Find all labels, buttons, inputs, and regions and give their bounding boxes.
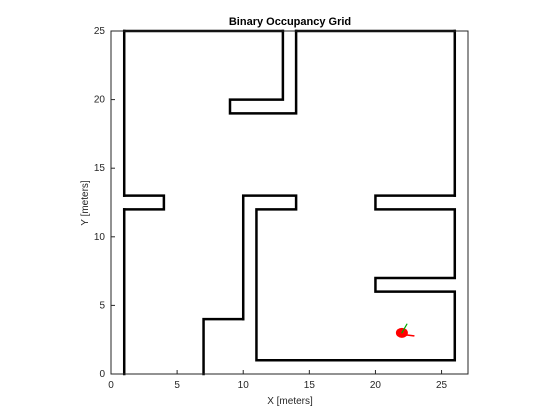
y-tick-label: 25 <box>94 26 106 37</box>
robot-heading-arrow <box>401 323 408 334</box>
y-axis-ticks: 0 5 10 15 20 25 <box>94 26 115 380</box>
y-tick-label: 15 <box>94 163 106 174</box>
x-tick-label: 15 <box>304 380 316 391</box>
wall-center-room <box>241 194 457 362</box>
wall-lower-left-stub <box>202 317 245 376</box>
axes-frame <box>110 30 469 375</box>
wall-middle-upper-pillar <box>228 29 298 115</box>
x-tick-label: 20 <box>370 380 382 391</box>
x-tick-label: 5 <box>174 380 180 391</box>
plot-area <box>111 31 468 374</box>
y-tick-label: 0 <box>99 369 105 380</box>
wall-upper-left-stub <box>122 194 166 211</box>
y-tick-label: 20 <box>94 95 106 106</box>
x-tick-label: 25 <box>436 380 448 391</box>
x-axis-ticks: 0 5 10 15 20 25 <box>108 370 448 391</box>
robot-layer <box>395 323 415 338</box>
chart-title: Binary Occupancy Grid <box>229 16 351 28</box>
x-tick-label: 0 <box>108 380 114 391</box>
x-axis-label: X [meters] <box>267 396 313 407</box>
y-axis-label: Y [meters] <box>80 180 91 226</box>
robot-trail <box>405 334 415 337</box>
y-tick-label: 10 <box>94 232 106 243</box>
x-tick-label: 10 <box>238 380 250 391</box>
y-tick-label: 5 <box>99 300 105 311</box>
